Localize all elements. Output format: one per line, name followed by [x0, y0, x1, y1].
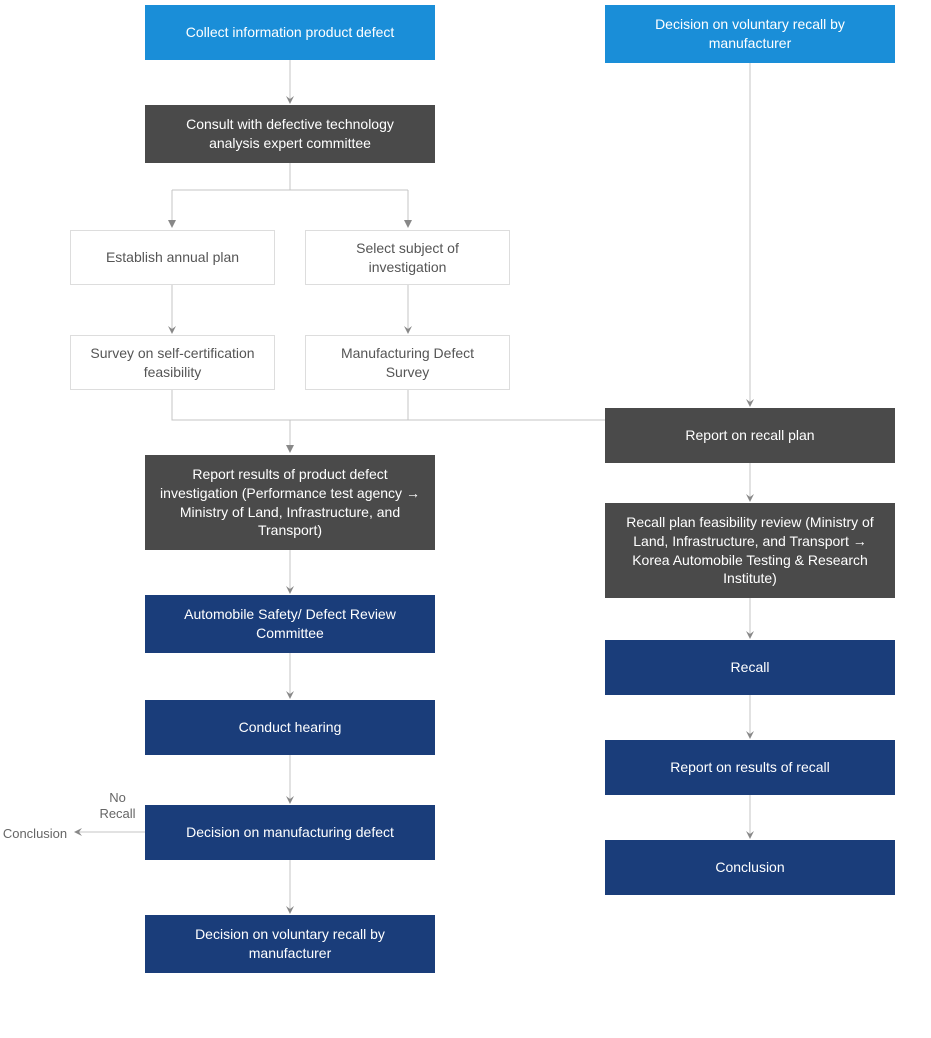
node-label: Conduct hearing [239, 718, 342, 737]
node-decision-voluntary-recall: Decision on voluntary recall by manufact… [145, 915, 435, 973]
node-label: Select subject of investigation [320, 239, 495, 277]
node-label: Survey on self-certification feasibility [85, 344, 260, 382]
label-no-recall: No Recall [90, 790, 145, 821]
node-annual-plan: Establish annual plan [70, 230, 275, 285]
node-label: Decision on voluntary recall by manufact… [619, 15, 881, 53]
label-text: Conclusion [3, 826, 67, 841]
node-label: Decision on voluntary recall by manufact… [159, 925, 421, 963]
node-label: Automobile Safety/ Defect Review Committ… [159, 605, 421, 643]
label-text: No Recall [99, 790, 135, 821]
node-label: Consult with defective technology analys… [159, 115, 421, 153]
node-survey-self-cert: Survey on self-certification feasibility [70, 335, 275, 390]
label-conclusion: Conclusion [0, 826, 70, 841]
node-decision-voluntary-recall-start: Decision on voluntary recall by manufact… [605, 5, 895, 63]
node-consult-committee: Consult with defective technology analys… [145, 105, 435, 163]
node-review-committee: Automobile Safety/ Defect Review Committ… [145, 595, 435, 653]
node-label: Conclusion [715, 858, 784, 877]
node-mfg-defect-survey: Manufacturing Defect Survey [305, 335, 510, 390]
node-label: Report results of product defect investi… [159, 465, 421, 541]
node-select-subject: Select subject of investigation [305, 230, 510, 285]
node-label: Decision on manufacturing defect [186, 823, 394, 842]
node-collect-info: Collect information product defect [145, 5, 435, 60]
node-label: Establish annual plan [106, 248, 239, 267]
node-conduct-hearing: Conduct hearing [145, 700, 435, 755]
node-conclusion: Conclusion [605, 840, 895, 895]
node-recall: Recall [605, 640, 895, 695]
node-label: Collect information product defect [186, 23, 395, 42]
node-label: Manufacturing Defect Survey [320, 344, 495, 382]
node-decision-defect: Decision on manufacturing defect [145, 805, 435, 860]
node-report-results: Report results of product defect investi… [145, 455, 435, 550]
node-label: Report on recall plan [685, 426, 814, 445]
node-label: Recall [731, 658, 770, 677]
node-report-recall-plan: Report on recall plan [605, 408, 895, 463]
node-label: Report on results of recall [670, 758, 830, 777]
node-report-results-recall: Report on results of recall [605, 740, 895, 795]
node-label: Recall plan feasibility review (Ministry… [619, 513, 881, 589]
node-feasibility-review: Recall plan feasibility review (Ministry… [605, 503, 895, 598]
